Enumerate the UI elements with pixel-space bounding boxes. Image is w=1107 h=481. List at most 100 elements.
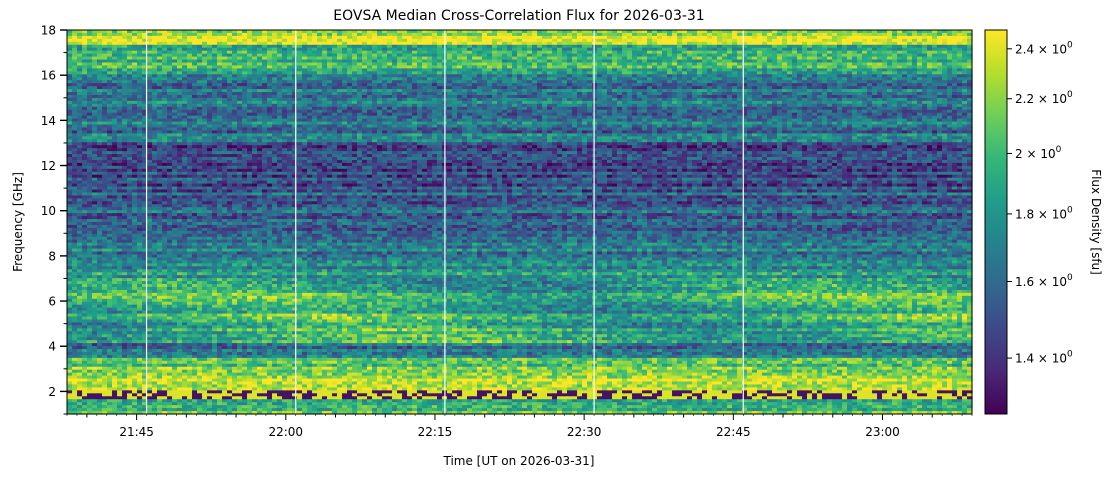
heatmap-cell bbox=[432, 47, 438, 52]
heatmap-cell bbox=[917, 68, 923, 72]
heatmap-cell bbox=[552, 53, 558, 58]
heatmap-cell bbox=[812, 44, 818, 49]
heatmap-cell bbox=[97, 35, 103, 40]
heatmap-cell bbox=[902, 65, 908, 69]
heatmap-cell bbox=[347, 59, 353, 64]
heatmap-cell bbox=[87, 47, 93, 52]
heatmap-cell bbox=[592, 38, 598, 43]
heatmap-cell bbox=[182, 53, 188, 58]
heatmap-cell bbox=[782, 62, 788, 67]
heatmap-cell bbox=[617, 74, 623, 78]
heatmap-cell bbox=[497, 30, 503, 34]
heatmap-cell bbox=[277, 53, 283, 58]
heatmap-cell bbox=[152, 74, 158, 78]
heatmap-cell bbox=[137, 59, 143, 64]
heatmap-cell bbox=[742, 71, 748, 75]
heatmap-cell bbox=[412, 59, 418, 64]
heatmap-cell bbox=[887, 30, 893, 34]
heatmap-cell bbox=[437, 35, 443, 40]
heatmap-cell bbox=[917, 53, 923, 58]
heatmap-cell bbox=[622, 62, 628, 67]
heatmap-cell bbox=[307, 56, 313, 61]
heatmap-cell bbox=[472, 50, 478, 55]
heatmap-cell bbox=[907, 71, 913, 75]
heatmap-cell bbox=[527, 47, 533, 52]
heatmap-cell bbox=[492, 56, 498, 61]
heatmap-cell bbox=[532, 59, 538, 64]
heatmap-cell bbox=[677, 71, 683, 75]
heatmap-cell bbox=[902, 50, 908, 55]
heatmap-cell bbox=[717, 62, 723, 67]
heatmap-cell bbox=[452, 71, 458, 75]
heatmap-cell bbox=[872, 47, 878, 52]
heatmap-cell bbox=[222, 35, 228, 40]
heatmap-cell bbox=[882, 59, 888, 64]
heatmap-cell bbox=[867, 65, 873, 69]
heatmap-cell bbox=[137, 50, 143, 55]
heatmap-cell bbox=[717, 32, 723, 37]
heatmap-cell bbox=[327, 56, 333, 61]
heatmap-cell bbox=[767, 62, 773, 67]
heatmap-cell bbox=[82, 53, 88, 58]
heatmap-cell bbox=[687, 32, 693, 37]
heatmap-cell bbox=[277, 71, 283, 75]
heatmap-cell bbox=[872, 59, 878, 64]
heatmap-cell bbox=[67, 38, 73, 43]
heatmap-cell bbox=[627, 38, 633, 43]
heatmap-cell bbox=[837, 56, 843, 61]
heatmap-cell bbox=[797, 35, 803, 40]
heatmap-cell bbox=[672, 30, 678, 34]
heatmap-cell bbox=[597, 30, 603, 34]
heatmap-cell bbox=[822, 41, 828, 46]
heatmap-cell bbox=[622, 44, 628, 49]
heatmap-cell bbox=[872, 35, 878, 40]
heatmap-cell bbox=[937, 65, 943, 69]
heatmap-cell bbox=[447, 50, 453, 55]
heatmap-cell bbox=[597, 59, 603, 64]
heatmap-cell bbox=[192, 47, 198, 52]
heatmap-cell bbox=[92, 41, 98, 46]
heatmap-cell bbox=[657, 74, 663, 78]
heatmap-cell bbox=[837, 35, 843, 40]
heatmap-cell bbox=[872, 53, 878, 58]
heatmap-cell bbox=[602, 65, 608, 69]
heatmap-cell bbox=[867, 38, 873, 43]
heatmap-cell bbox=[542, 35, 548, 40]
heatmap-cell bbox=[297, 71, 303, 75]
heatmap-cell bbox=[292, 30, 298, 34]
heatmap-cell bbox=[752, 68, 758, 72]
heatmap-cell bbox=[542, 59, 548, 64]
heatmap-cell bbox=[122, 38, 128, 43]
heatmap-cell bbox=[682, 38, 688, 43]
heatmap-cell bbox=[367, 38, 373, 43]
heatmap-cell bbox=[452, 32, 458, 37]
heatmap-cell bbox=[907, 53, 913, 58]
heatmap-cell bbox=[927, 71, 933, 75]
heatmap-cell bbox=[277, 74, 283, 78]
heatmap-cell bbox=[697, 41, 703, 46]
heatmap-cell bbox=[692, 62, 698, 67]
heatmap-cell bbox=[482, 47, 488, 52]
heatmap-cell bbox=[107, 68, 113, 72]
heatmap-cell bbox=[462, 32, 468, 37]
heatmap-cell bbox=[377, 53, 383, 58]
heatmap-cell bbox=[422, 74, 428, 78]
heatmap-cell bbox=[942, 44, 948, 49]
heatmap-cell bbox=[612, 32, 618, 37]
heatmap-cell bbox=[787, 56, 793, 61]
heatmap-cell bbox=[177, 38, 183, 43]
heatmap-cell bbox=[797, 38, 803, 43]
heatmap-cell bbox=[292, 44, 298, 49]
heatmap-cell bbox=[967, 53, 973, 58]
heatmap-cell bbox=[482, 71, 488, 75]
heatmap-cell bbox=[357, 32, 363, 37]
heatmap-cell bbox=[862, 62, 868, 67]
heatmap-cell bbox=[852, 62, 858, 67]
heatmap-cell bbox=[782, 56, 788, 61]
heatmap-cell bbox=[802, 35, 808, 40]
heatmap-cell bbox=[287, 35, 293, 40]
heatmap-cell bbox=[617, 41, 623, 46]
heatmap-cell bbox=[612, 44, 618, 49]
heatmap-cell bbox=[907, 38, 913, 43]
heatmap-cell bbox=[107, 74, 113, 78]
